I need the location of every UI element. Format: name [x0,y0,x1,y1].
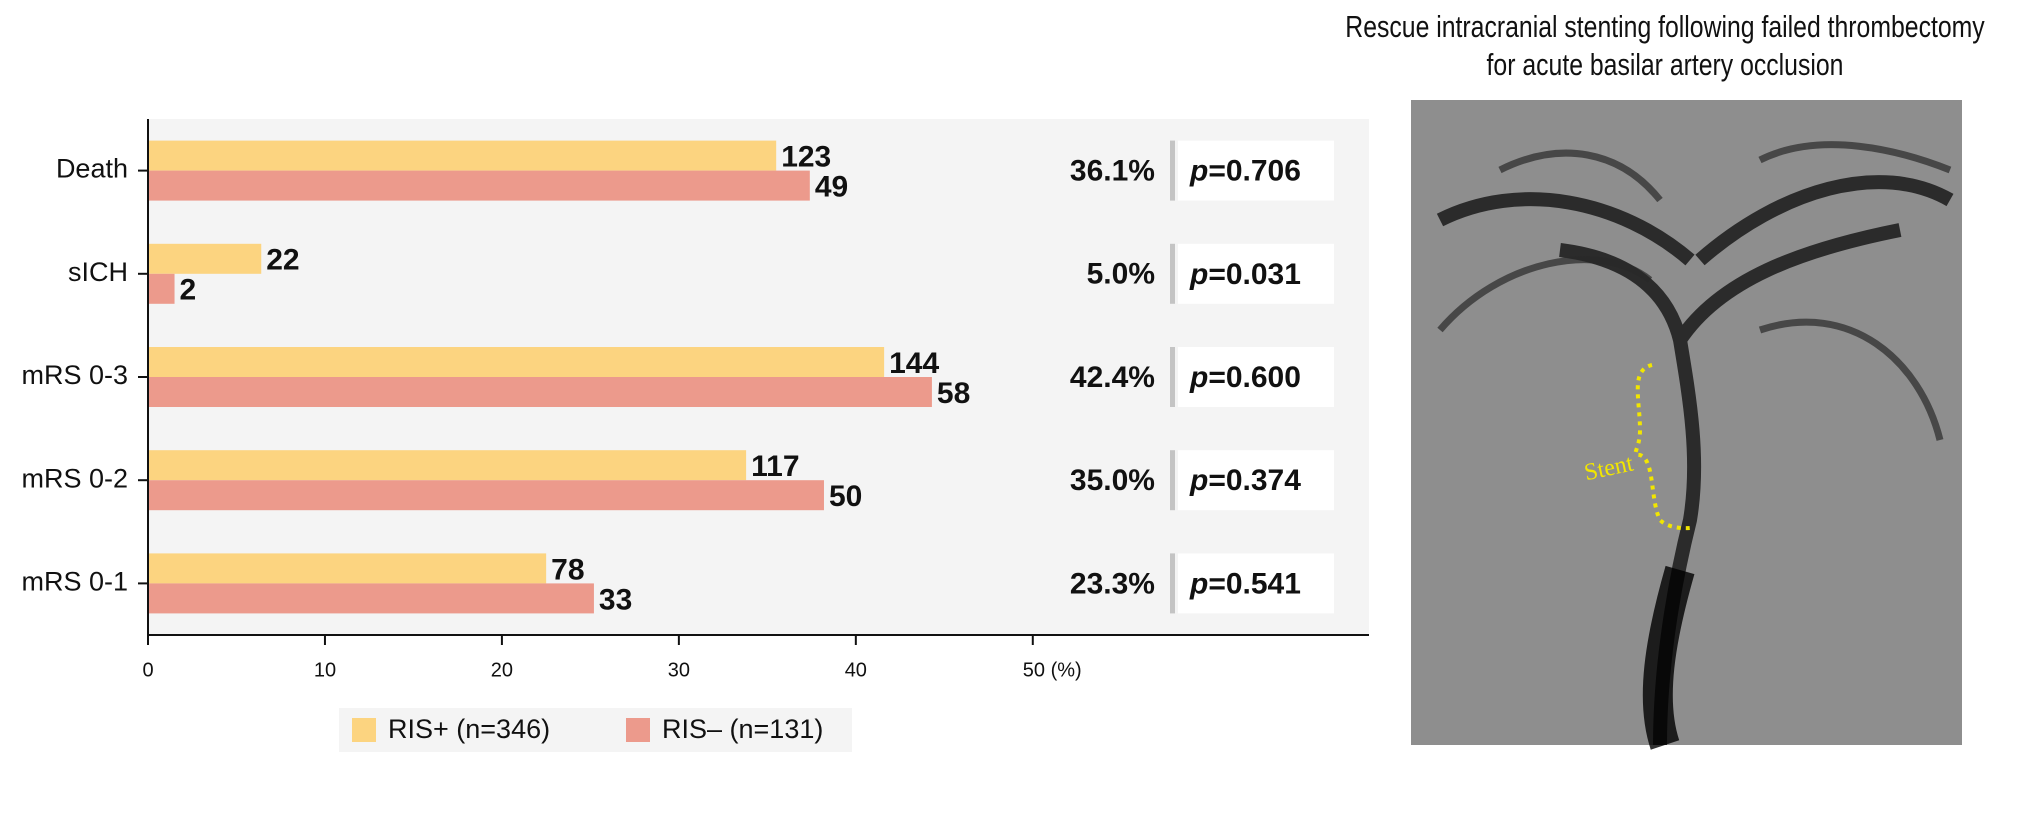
count-label: 117 [751,450,799,483]
bar [148,583,594,614]
p-value: p=0.600 [1189,361,1301,394]
p-value: p=0.374 [1189,464,1301,497]
count-label: 144 [889,347,939,380]
separator [1170,140,1175,201]
bar [148,273,175,304]
p-box [1178,553,1334,614]
x-tick-label: 50 (%) [1023,659,1082,681]
legend-box [339,708,852,752]
separator [1170,450,1175,511]
y-tick-label: sICH [68,257,128,287]
chart-title: Rescue intracranial stenting following f… [1345,10,1984,44]
p-value: p=0.031 [1189,258,1301,291]
x-tick-label: 0 [142,659,153,681]
overall-rate: 23.3% [1070,567,1155,600]
angiogram-image: Stent [1411,100,1962,750]
count-label: 78 [551,553,584,586]
separator [1170,347,1175,407]
bar [148,243,262,274]
count-label: 2 [180,274,197,307]
legend-label: RIS– (n=131) [662,714,823,744]
bar [148,170,810,201]
p-box [1178,450,1334,511]
count-label: 33 [599,583,632,616]
overall-rate: 36.1% [1070,155,1155,188]
chart-title: for acute basilar artery occlusion [1487,48,1844,82]
y-tick-label: mRS 0-1 [21,567,128,597]
bar [148,450,747,481]
p-value: p=0.541 [1189,567,1301,600]
legend-label: RIS+ (n=346) [388,714,550,744]
x-tick-label: 20 [491,659,513,681]
count-label: 49 [815,171,848,204]
x-tick-label: 30 [668,659,690,681]
count-label: 58 [937,377,970,410]
count-label: 50 [829,480,862,513]
separator [1170,553,1175,614]
p-box [1178,243,1334,304]
overall-rate: 5.0% [1087,258,1155,291]
y-tick-label: Death [56,154,128,184]
bar [148,377,932,407]
overall-rate: 42.4% [1070,361,1155,394]
count-label: 22 [266,244,299,277]
y-tick-label: mRS 0-3 [21,360,128,390]
bar [148,347,885,377]
separator [1170,243,1175,304]
count-label: 123 [781,141,831,174]
p-box [1178,140,1334,201]
x-tick-label: 40 [845,659,867,681]
p-box [1178,347,1334,407]
bar [148,480,824,511]
bar [148,553,547,584]
overall-rate: 35.0% [1070,464,1155,497]
legend-swatch [352,718,376,742]
bar [148,140,777,171]
x-tick-label: 10 [314,659,336,681]
legend-swatch [626,718,650,742]
y-tick-label: mRS 0-2 [21,463,128,493]
p-value: p=0.706 [1189,155,1301,188]
